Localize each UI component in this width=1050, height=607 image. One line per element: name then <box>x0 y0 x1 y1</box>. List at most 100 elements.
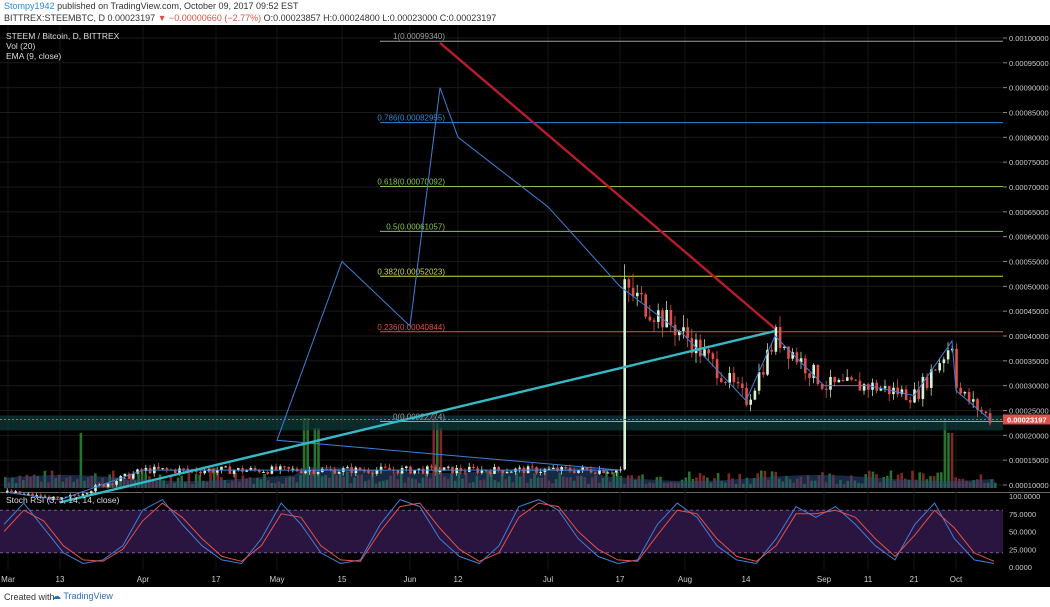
chart-header: Stompy1942 published on TradingView.com,… <box>0 0 1050 24</box>
candle-body <box>795 352 799 363</box>
candle-body <box>988 413 992 424</box>
candle-body <box>127 473 131 479</box>
candle-body <box>804 358 807 374</box>
legend-ema: EMA (9, close) <box>6 51 61 61</box>
candle-body <box>316 472 320 474</box>
candle-body <box>728 373 731 383</box>
candle-body <box>6 490 9 493</box>
y-tick-label: 0.00095000 <box>1009 59 1049 68</box>
y-tick-label: 0.00025000 <box>1009 406 1049 415</box>
candle-body <box>77 495 80 497</box>
candle-body <box>480 469 484 473</box>
candle-body <box>602 469 605 474</box>
candle-body <box>199 471 202 474</box>
candle-body <box>111 483 114 485</box>
candle-body <box>421 468 425 474</box>
candle-body <box>123 473 127 477</box>
volume-bar <box>302 418 306 488</box>
candle-body <box>829 376 832 390</box>
candle-body <box>430 466 433 468</box>
candle-body <box>186 468 190 471</box>
price-chart[interactable]: 0.00100000 0.00095000 0.00090000 0.00085000… <box>0 25 1050 587</box>
candle-body <box>606 472 610 474</box>
candle-body <box>367 470 370 473</box>
candle-body <box>518 467 521 469</box>
volume-bar <box>209 468 212 488</box>
candle-body <box>984 411 988 414</box>
candle-body <box>917 389 920 399</box>
volume-ma <box>4 467 996 488</box>
candle-body <box>778 327 782 348</box>
candle-body <box>846 377 849 381</box>
candle-body <box>967 392 971 402</box>
candle-body <box>211 469 215 473</box>
candle-body <box>820 384 824 389</box>
candle-body <box>589 469 593 473</box>
candle-body <box>388 467 391 471</box>
candle-body <box>10 490 13 493</box>
candle-body <box>85 493 89 495</box>
candle-body <box>862 384 866 391</box>
candle-body <box>98 484 101 486</box>
candle-body <box>770 349 773 352</box>
x-tick-label: Jun <box>404 575 417 584</box>
y-tick-label: 0.00070000 <box>1009 183 1049 192</box>
volume-bar <box>187 471 191 488</box>
candle-body <box>333 469 337 474</box>
candle-body <box>304 471 307 474</box>
fib-label: 0.5(0.00061057) <box>386 222 445 231</box>
candle-body <box>921 376 925 399</box>
candle-body <box>564 466 568 469</box>
candle-body <box>581 467 584 471</box>
candle-body <box>678 331 681 336</box>
candle-body <box>762 372 765 375</box>
fib-label: 0.786(0.00082955) <box>377 114 445 123</box>
volume-bar <box>940 472 943 488</box>
volume-bar <box>918 472 921 488</box>
volume-bar <box>306 418 309 488</box>
candle-body <box>81 494 85 496</box>
candle-body <box>623 279 626 470</box>
candle-body <box>245 470 248 472</box>
candle-body <box>640 292 643 295</box>
legend-stoch: Stoch RSI (3, 3, 14, 14, close) <box>6 495 120 505</box>
candle-body <box>539 471 542 473</box>
y-tick-label: 0.00035000 <box>1009 357 1049 366</box>
candle-body <box>930 369 933 388</box>
candle-body <box>510 471 513 473</box>
price-axis <box>1003 25 1050 587</box>
candle-body <box>442 467 446 471</box>
candle-body <box>27 493 30 495</box>
x-tick-label: Mar <box>1 575 15 584</box>
time-axis <box>0 570 1003 587</box>
volume-bar <box>436 423 439 488</box>
volume-bar <box>943 418 947 488</box>
candle-body <box>468 466 471 472</box>
candle-body <box>39 495 43 498</box>
candle-body <box>220 466 223 471</box>
y-tick-label: 0.00040000 <box>1009 332 1049 341</box>
candle-body <box>413 470 416 474</box>
candle-body <box>883 386 887 389</box>
candle-body <box>56 496 59 499</box>
candle-body <box>182 468 185 470</box>
candle-body <box>375 470 379 474</box>
candle-body <box>287 466 290 469</box>
legend-vol: Vol (20) <box>6 41 35 51</box>
candle-body <box>598 469 601 474</box>
candle-body <box>283 466 286 468</box>
tradingview-logo[interactable]: ☁ TradingView <box>52 591 113 601</box>
candle-body <box>854 379 857 381</box>
ohlc-values: O:0.00023857 H:0.00024800 L:0.00023000 C… <box>263 13 497 23</box>
candle-body <box>736 381 740 384</box>
ascending-trendline <box>59 329 776 504</box>
candle-body <box>384 466 387 468</box>
y-tick-label: 0.00020000 <box>1009 431 1049 440</box>
candle-body <box>14 491 17 493</box>
candle-body <box>505 472 509 474</box>
candle-body <box>274 466 278 471</box>
y-tick-label: 0.00080000 <box>1009 133 1049 142</box>
author-link[interactable]: Stompy1942 <box>4 1 55 11</box>
candle-body <box>312 469 316 474</box>
candle-body <box>249 468 253 471</box>
